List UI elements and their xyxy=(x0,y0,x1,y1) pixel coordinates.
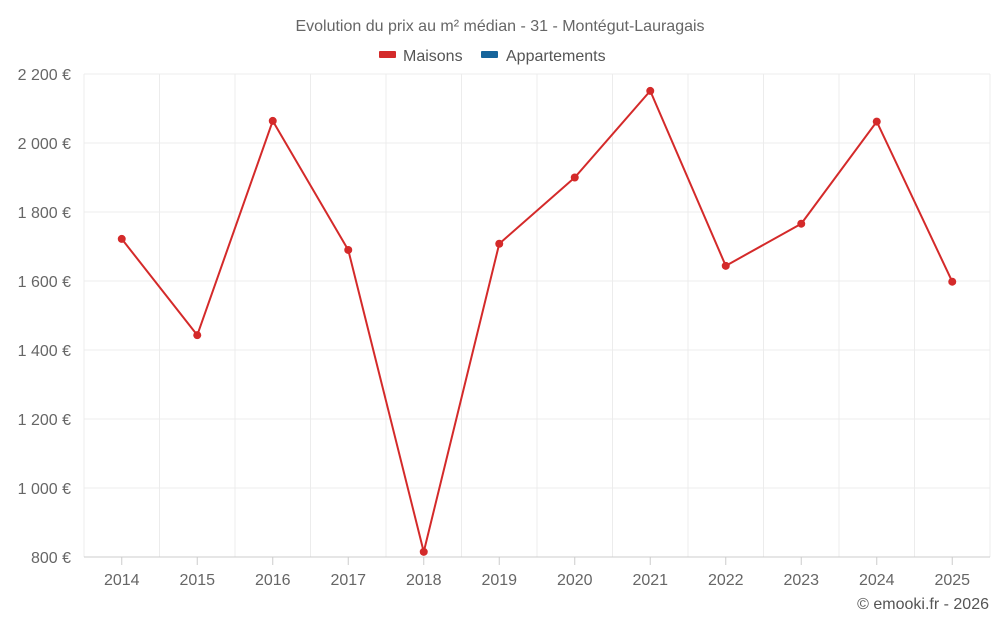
data-point-maisons[interactable] xyxy=(193,331,202,340)
x-tick-label: 2014 xyxy=(104,572,140,589)
data-point-maisons[interactable] xyxy=(872,117,881,126)
data-point-maisons[interactable] xyxy=(721,261,730,270)
legend-label-maisons: Maisons xyxy=(403,48,463,65)
data-point-maisons[interactable] xyxy=(646,86,655,95)
legend-label-appartements: Appartements xyxy=(506,48,606,65)
legend-swatch-maisons xyxy=(379,51,396,58)
data-point-maisons[interactable] xyxy=(948,277,957,286)
x-tick-label: 2016 xyxy=(255,572,291,589)
y-tick-label: 1 600 € xyxy=(18,274,71,291)
chart-title: Evolution du prix au m² médian - 31 - Mo… xyxy=(295,18,704,35)
series-line-maisons xyxy=(120,89,954,553)
credit-text: © emooki.fr - 2026 xyxy=(857,596,989,613)
data-point-maisons[interactable] xyxy=(797,219,806,228)
x-tick-label: 2023 xyxy=(783,572,819,589)
y-tick-label: 1 200 € xyxy=(18,412,71,429)
x-tick-label: 2017 xyxy=(330,572,366,589)
series-layer xyxy=(117,86,957,556)
y-tick-label: 1 800 € xyxy=(18,205,71,222)
legend: Maisons Appartements xyxy=(379,48,606,65)
x-tick-label: 2015 xyxy=(179,572,215,589)
x-tick-label: 2018 xyxy=(406,572,442,589)
y-tick-label: 1 000 € xyxy=(18,481,71,498)
data-point-maisons[interactable] xyxy=(570,173,579,182)
data-point-maisons[interactable] xyxy=(495,239,504,248)
y-axis-labels: 800 € 1 000 € 1 200 € 1 400 € 1 600 € 1 800 €… xyxy=(18,67,71,567)
x-tick-label: 2019 xyxy=(481,572,517,589)
legend-item-appartements[interactable]: Appartements xyxy=(481,48,606,65)
x-tick-label: 2024 xyxy=(859,572,895,589)
y-tick-label: 800 € xyxy=(31,550,71,567)
y-tick-label: 1 400 € xyxy=(18,343,71,360)
legend-swatch-appartements xyxy=(481,51,498,58)
x-axis-labels: 2014 2015 2016 2017 2018 2019 2020 2021 2022 2023… xyxy=(104,572,970,589)
y-tick-label: 2 000 € xyxy=(18,136,71,153)
x-tick-label: 2020 xyxy=(557,572,593,589)
data-point-maisons[interactable] xyxy=(268,116,277,125)
data-point-maisons[interactable] xyxy=(419,547,428,556)
x-tick-label: 2021 xyxy=(632,572,668,589)
data-point-maisons[interactable] xyxy=(117,234,126,243)
x-tick-label: 2022 xyxy=(708,572,744,589)
x-axis-ticks xyxy=(121,557,953,565)
legend-item-maisons[interactable]: Maisons xyxy=(379,48,463,65)
x-gridlines xyxy=(83,74,991,557)
data-point-maisons[interactable] xyxy=(344,245,353,254)
y-tick-label: 2 200 € xyxy=(18,67,71,84)
x-tick-label: 2025 xyxy=(934,572,970,589)
